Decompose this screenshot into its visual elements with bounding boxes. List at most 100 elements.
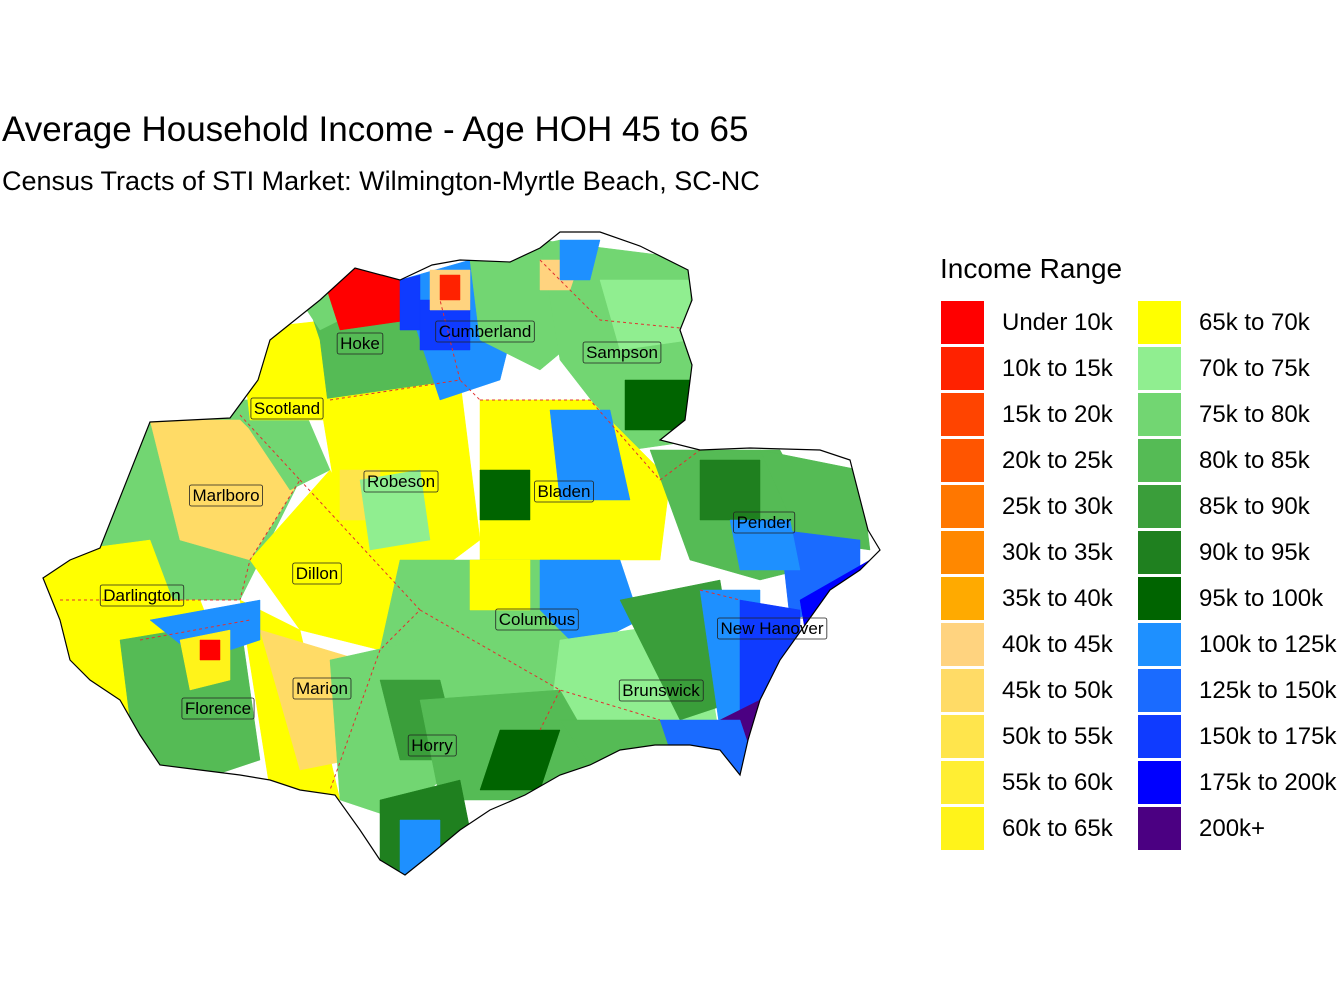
county-boundary: [139, 619, 251, 641]
census-tract: [699, 459, 761, 521]
legend-label: 200k+: [1199, 814, 1266, 842]
legend-item: 60k to 65k: [941, 807, 1113, 850]
county-label: Cumberland: [435, 320, 535, 343]
legend-item: 200k+: [1138, 807, 1265, 850]
county-label: Horry: [407, 734, 457, 757]
legend-label: 175k to 200k: [1199, 768, 1337, 796]
county-boundary: [329, 649, 381, 791]
county-label: Dillon: [292, 562, 342, 585]
county-name: Hoke: [340, 334, 380, 353]
legend-swatch: [1138, 393, 1181, 436]
legend-label: 95k to 100k: [1199, 584, 1324, 612]
county-label: Florence: [181, 697, 255, 720]
county-boundary: [539, 689, 561, 731]
legend-item: 45k to 50k: [941, 669, 1113, 712]
legend-label: 75k to 80k: [1199, 400, 1310, 428]
legend-swatch: [1138, 715, 1181, 758]
legend-label: 90k to 95k: [1199, 538, 1310, 566]
legend-label: 15k to 20k: [1002, 400, 1113, 428]
county-name: Pender: [737, 513, 792, 532]
county-boundary: [539, 259, 701, 331]
county-name: Columbus: [499, 610, 576, 629]
county-name: Scotland: [254, 399, 320, 418]
legend-swatch: [1138, 439, 1181, 482]
county-boundary: [480, 399, 661, 481]
legend-label: 65k to 70k: [1199, 308, 1310, 336]
legend-item: 50k to 55k: [941, 715, 1113, 758]
legend-item: Under 10k: [941, 301, 1113, 344]
legend-swatch: [1138, 347, 1181, 390]
legend-label: 25k to 30k: [1002, 492, 1113, 520]
census-tract: [559, 239, 601, 281]
legend-swatch: [1138, 669, 1181, 712]
county-label: Brunswick: [618, 679, 704, 702]
census-tract: [439, 274, 461, 301]
legend-item: 35k to 40k: [941, 577, 1113, 620]
legend-label: 35k to 40k: [1002, 584, 1113, 612]
county-label: New Hanover: [717, 617, 828, 640]
county-boundary: [329, 379, 481, 401]
legend-swatch: [1138, 623, 1181, 666]
county-name: Darlington: [103, 586, 181, 605]
legend-label: 100k to 125k: [1199, 630, 1337, 658]
legend-label: 125k to 150k: [1199, 676, 1337, 704]
legend-item: 70k to 75k: [1138, 347, 1310, 390]
county-labels: Hoke Cumberland Sampson Scotland Robeson Blad…: [99, 320, 828, 757]
county-label: Marlboro: [189, 484, 263, 507]
legend-swatch: [1138, 577, 1181, 620]
county-boundary: [699, 589, 741, 601]
legend-label: Under 10k: [1002, 308, 1113, 336]
legend-item: 10k to 15k: [941, 347, 1113, 390]
legend-label: 20k to 25k: [1002, 446, 1113, 474]
census-tract: [149, 419, 301, 561]
census-tract: [624, 379, 691, 431]
county-name: Horry: [411, 736, 453, 755]
county-label: Darlington: [99, 584, 185, 607]
county-boundary: [439, 299, 461, 381]
census-tract: [359, 469, 431, 551]
legend-label: 55k to 60k: [1002, 768, 1113, 796]
county-name: Sampson: [586, 343, 658, 362]
legend-swatch: [941, 761, 984, 804]
legend-swatch: [1138, 301, 1181, 344]
legend-item: 90k to 95k: [1138, 531, 1310, 574]
legend-swatch: [941, 439, 984, 482]
legend-label: 85k to 90k: [1199, 492, 1310, 520]
legend-label: 70k to 75k: [1199, 354, 1310, 382]
legend-swatch: [1138, 807, 1181, 850]
legend-swatch: [941, 347, 984, 390]
legend-label: 80k to 85k: [1199, 446, 1310, 474]
county-boundary: [659, 449, 701, 481]
county-name: New Hanover: [721, 619, 824, 638]
legend-item: 85k to 90k: [1138, 485, 1310, 528]
map-title: Average Household Income - Age HOH 45 to…: [2, 110, 749, 149]
county-label: Robeson: [363, 470, 439, 493]
census-tract: [469, 559, 531, 611]
legend-item: 20k to 25k: [941, 439, 1113, 482]
legend-item: 65k to 70k: [1138, 301, 1310, 344]
legend-swatch: [941, 623, 984, 666]
county-label: Marion: [292, 677, 352, 700]
legend-swatch: [1138, 761, 1181, 804]
legend-swatch: [941, 531, 984, 574]
census-tract: [759, 449, 871, 551]
legend-swatch: [941, 485, 984, 528]
legend-item: 25k to 30k: [941, 485, 1113, 528]
legend-swatch: [941, 807, 984, 850]
county-name: Florence: [185, 699, 251, 718]
legend-swatch: [1138, 531, 1181, 574]
county-name: Cumberland: [439, 322, 532, 341]
census-tract: [199, 639, 221, 661]
legend-label: 40k to 45k: [1002, 630, 1113, 658]
legend-item: 175k to 200k: [1138, 761, 1336, 804]
legend-item: 80k to 85k: [1138, 439, 1310, 482]
legend-item: 15k to 20k: [941, 393, 1113, 436]
census-tract: [729, 519, 801, 571]
legend-swatch: [941, 715, 984, 758]
legend-swatch: [1138, 485, 1181, 528]
legend-item: 95k to 100k: [1138, 577, 1323, 620]
legend-swatch: [941, 669, 984, 712]
legend-swatch: [941, 577, 984, 620]
county-name: Dillon: [296, 564, 339, 583]
legend-item: 75k to 80k: [1138, 393, 1310, 436]
